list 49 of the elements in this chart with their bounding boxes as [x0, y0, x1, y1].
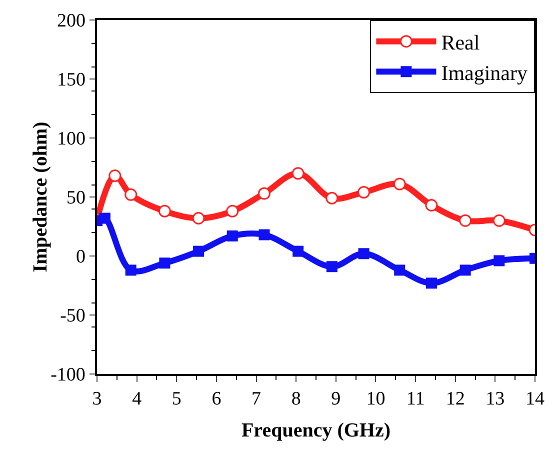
legend-label: Imaginary: [441, 60, 528, 85]
x-tick-label: 3: [92, 388, 102, 410]
point: [226, 204, 239, 218]
point: [393, 178, 406, 190]
x-axis-title: Frequency (GHz): [241, 420, 391, 442]
point: [358, 186, 370, 199]
point: [492, 214, 506, 227]
point: [394, 264, 406, 276]
y-axis-title: Impedance (ohm): [30, 122, 52, 272]
point: [426, 278, 437, 289]
x-tick-label: 14: [526, 388, 545, 410]
point: [494, 255, 505, 266]
point: [459, 214, 472, 227]
point: [292, 246, 304, 257]
point: [226, 230, 238, 242]
point: [258, 187, 270, 200]
x-tick-label: 12: [446, 388, 465, 410]
point: [124, 188, 138, 201]
y-tick-label: -100: [50, 364, 86, 386]
y-tick-label: 0: [76, 246, 86, 268]
legend-label: Real: [441, 30, 480, 55]
point: [108, 170, 122, 182]
x-tick-label: 11: [406, 388, 425, 410]
point: [326, 192, 338, 204]
point: [292, 167, 304, 180]
x-tick-label: 5: [172, 388, 182, 410]
x-tick-label: 6: [212, 388, 222, 410]
point: [358, 248, 370, 260]
x-tick-label: 10: [366, 388, 386, 410]
y-tick-label: -50: [60, 306, 86, 327]
x-tick-label: 8: [291, 388, 301, 410]
point: [158, 204, 171, 218]
y-tick-label: 200: [56, 10, 86, 32]
x-tick-label: 13: [486, 388, 505, 410]
point: [99, 212, 110, 224]
point: [192, 212, 205, 224]
point: [159, 258, 170, 269]
y-tick-label: 150: [56, 70, 86, 91]
x-tick-label: 7: [252, 388, 262, 410]
y-tick-label: 50: [66, 188, 86, 209]
point: [125, 264, 136, 276]
point: [425, 199, 438, 212]
point: [326, 261, 338, 272]
point: [460, 264, 471, 276]
y-tick-label: 100: [56, 128, 86, 150]
x-tick-label: 9: [331, 388, 341, 410]
point: [193, 246, 204, 257]
point: [258, 229, 270, 240]
x-tick-label: 4: [132, 388, 142, 410]
